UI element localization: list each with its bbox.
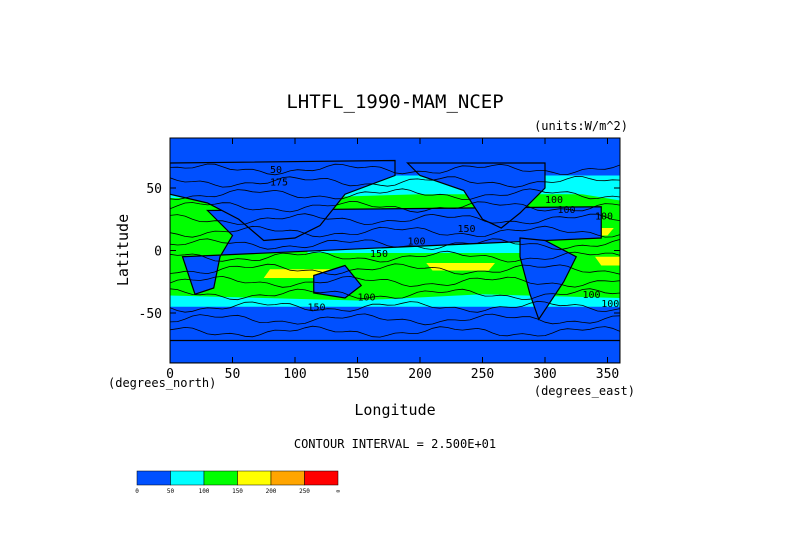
x-axis-ticks: 0 50 100 150 200 250 300 350 <box>166 138 619 382</box>
continent-n-america <box>406 162 546 229</box>
contour-label: 100 <box>408 236 426 247</box>
x-tick-label: 50 <box>225 367 241 382</box>
colorbar-label: 150 <box>232 488 243 495</box>
colorbar-label: 100 <box>199 488 210 495</box>
contour-line <box>170 238 620 251</box>
figure-title: LHTFL_1990-MAM_NCEP <box>286 91 503 113</box>
contour-line <box>170 263 620 276</box>
contour-label: 100 <box>601 299 619 310</box>
colorbar-swatch <box>203 470 238 486</box>
colorbar-swatch <box>304 470 339 486</box>
y-tick-label: -50 <box>139 307 162 322</box>
x-tick-label: 350 <box>596 367 619 382</box>
band-7 <box>595 256 620 266</box>
colorbar-label: 0 <box>135 488 139 495</box>
x-axis-title: Longitude <box>354 401 435 419</box>
contour-line <box>170 250 620 263</box>
contour-label: 100 <box>583 290 601 301</box>
x-tick-label: 300 <box>533 367 556 382</box>
y-tick-label: 0 <box>154 245 162 260</box>
continent-africa-west <box>170 205 171 246</box>
band-5 <box>426 263 495 271</box>
y-axis-title: Latitude <box>114 214 132 286</box>
x-tick-label: 200 <box>408 367 431 382</box>
colorbar-swatch <box>237 470 272 486</box>
continents <box>170 159 620 363</box>
colorbar-label: 200 <box>266 488 277 495</box>
contour-label: 150 <box>308 303 326 314</box>
colorbar-label: 250 <box>299 488 310 495</box>
contour-line <box>170 163 620 176</box>
x-tick-label: 0 <box>166 367 174 382</box>
colorbar-label: ∞ <box>336 488 340 495</box>
contour-label: 100 <box>358 293 376 304</box>
y-tick-label: 50 <box>146 182 162 197</box>
contour-lines <box>170 163 620 338</box>
continent-antarctica <box>170 339 620 363</box>
contour-line <box>170 288 620 301</box>
contour-line <box>170 188 620 201</box>
x-tick-label: 100 <box>283 367 306 382</box>
contour-interval-text: CONTOUR INTERVAL = 2.500E+01 <box>294 437 496 451</box>
colorbar-label: 50 <box>167 488 175 495</box>
contour-label: 150 <box>370 249 388 260</box>
contour-label: 100 <box>545 195 563 206</box>
continent-eurasia <box>170 159 396 242</box>
y-unit-label: (degrees_north) <box>108 376 216 390</box>
contour-line <box>170 200 620 213</box>
contour-label: 150 <box>458 224 476 235</box>
contour-label: 100 <box>558 205 576 216</box>
contour-label: 175 <box>270 178 288 189</box>
contour-line <box>170 213 620 226</box>
colorbar-swatch <box>136 470 171 486</box>
contour-line <box>170 225 620 238</box>
colorbar-swatch <box>270 470 305 486</box>
contour-line <box>170 313 620 326</box>
contour-line <box>170 325 620 338</box>
x-unit-label: (degrees_east) <box>534 384 635 398</box>
contour-label: 50 <box>270 165 282 176</box>
contour-line <box>170 275 620 288</box>
contour-line <box>170 176 620 188</box>
units-label: (units:W/m^2) <box>534 119 628 133</box>
contour-line <box>170 300 620 313</box>
colorbar-swatch <box>170 470 205 486</box>
y-axis-ticks: 50 0 -50 <box>139 182 620 322</box>
colorbar: 0 50 100 150 200 250 ∞ <box>135 470 340 495</box>
contour-label: 100 <box>595 211 613 222</box>
x-tick-label: 250 <box>471 367 494 382</box>
x-tick-label: 150 <box>346 367 369 382</box>
